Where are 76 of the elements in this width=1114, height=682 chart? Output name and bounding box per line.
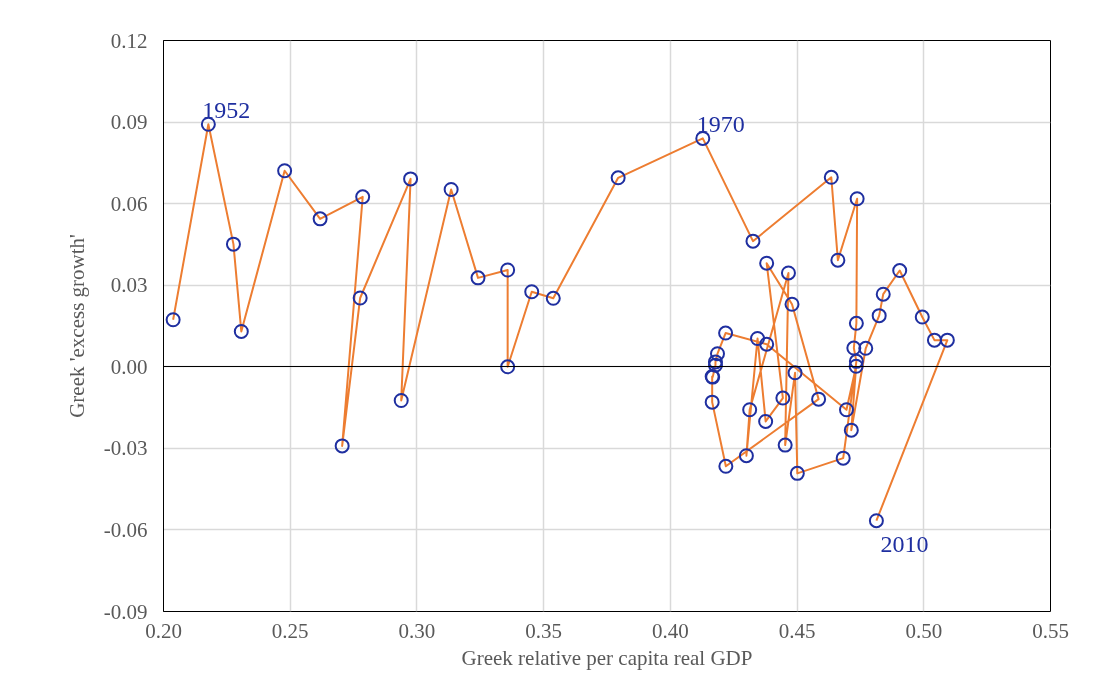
y-tick-label: 0.00 <box>110 354 148 379</box>
point <box>695 130 711 146</box>
point <box>759 255 775 271</box>
annotation: 1970 <box>696 111 745 138</box>
point <box>875 286 891 302</box>
point <box>233 323 249 339</box>
point <box>759 336 775 352</box>
point <box>403 171 419 187</box>
point <box>709 346 725 362</box>
point <box>835 450 851 466</box>
point <box>868 513 884 529</box>
y-tick-label: -0.09 <box>103 599 148 624</box>
point <box>745 233 761 249</box>
point <box>787 365 803 381</box>
x-tick-label: 0.30 <box>398 618 436 643</box>
point <box>393 393 409 408</box>
x-tick-label: 0.50 <box>905 618 943 643</box>
annotation: 1952 <box>202 97 251 124</box>
x-tick-label: 0.25 <box>271 618 309 643</box>
point <box>848 358 864 374</box>
point <box>500 262 516 278</box>
point <box>811 391 827 407</box>
point <box>858 340 874 356</box>
y-tick-label: 0.06 <box>110 191 148 216</box>
x-tick-label: 0.45 <box>778 618 816 643</box>
point <box>838 402 854 418</box>
point <box>225 236 241 252</box>
point <box>200 116 216 132</box>
point <box>789 465 805 481</box>
point <box>846 340 862 356</box>
x-axis-title: Greek relative per capita real GDP <box>461 645 753 670</box>
point <box>718 325 734 341</box>
y-tick-label: 0.12 <box>110 28 148 53</box>
point <box>849 191 865 207</box>
point <box>775 390 791 406</box>
point <box>830 252 846 268</box>
y-tick-label: -0.06 <box>103 517 148 542</box>
point <box>848 353 864 369</box>
point <box>914 309 930 325</box>
point <box>823 169 839 185</box>
point <box>443 182 459 197</box>
point <box>939 332 955 348</box>
point <box>738 448 754 464</box>
point <box>892 263 908 279</box>
point <box>848 315 864 331</box>
point <box>500 359 516 375</box>
point <box>926 332 942 348</box>
point <box>704 394 720 410</box>
y-tick-label: 0.09 <box>110 110 148 135</box>
point <box>780 265 796 281</box>
point <box>312 211 328 227</box>
x-tick-label: 0.35 <box>525 618 563 643</box>
point <box>871 308 887 324</box>
point <box>742 402 758 418</box>
point <box>545 290 561 306</box>
x-tick-label: 0.55 <box>1032 618 1069 643</box>
point <box>355 189 371 205</box>
point <box>524 284 540 300</box>
x-tick-label: 0.40 <box>651 618 689 643</box>
point <box>334 438 350 454</box>
point <box>784 296 800 312</box>
point <box>758 413 774 429</box>
y-tick-label: -0.03 <box>103 436 148 461</box>
point <box>165 312 181 328</box>
point <box>610 170 626 186</box>
y-axis-title: Greek 'excess growth' <box>64 234 89 418</box>
annotation: 2010 <box>880 530 929 557</box>
point <box>277 163 293 179</box>
point <box>352 290 368 306</box>
point <box>718 458 734 474</box>
x-tick-label: 0.20 <box>145 618 182 643</box>
point <box>750 331 766 346</box>
point <box>843 422 859 438</box>
point <box>777 437 793 453</box>
point <box>470 270 486 286</box>
y-tick-label: 0.03 <box>110 273 148 298</box>
